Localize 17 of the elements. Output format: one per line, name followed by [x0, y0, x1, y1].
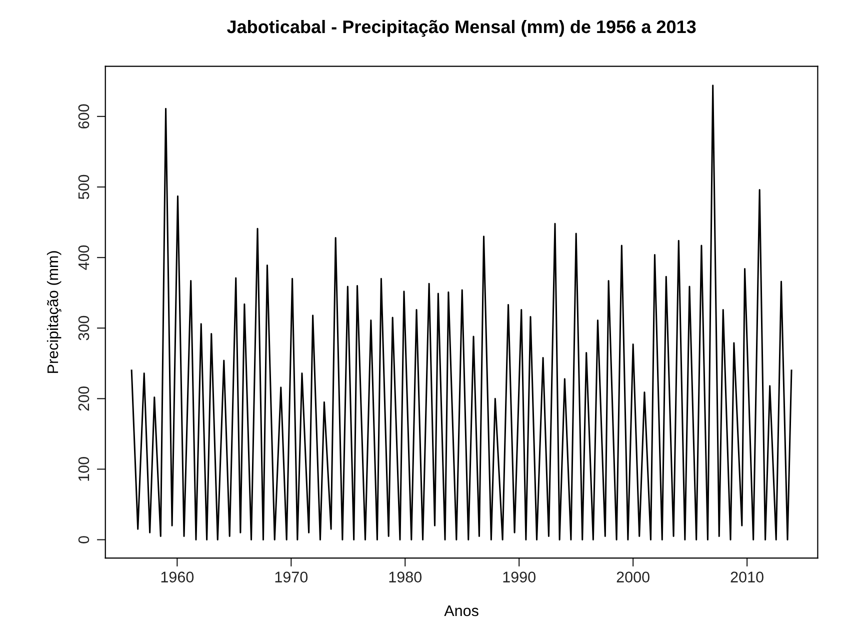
- line-series: [130, 84, 792, 540]
- y-tick-label: 200: [78, 386, 90, 411]
- x-tick-label: 1980: [389, 572, 422, 582]
- y-axis-title: Precipitação (mm): [46, 251, 62, 373]
- x-axis-title: Anos: [444, 606, 478, 616]
- y-tick-label: 400: [78, 245, 90, 270]
- chart-title: Jaboticabal - Precipitação Mensal (mm) de 1956 a 2013: [227, 20, 696, 37]
- y-tick-label: 600: [78, 104, 90, 128]
- y-tick-label: 100: [78, 457, 90, 481]
- x-tick-label: 2000: [616, 572, 650, 582]
- y-tick-label: 0: [78, 536, 90, 544]
- x-tick-label: 1970: [275, 572, 308, 582]
- y-tick-label: 300: [78, 316, 90, 340]
- x-tick-label: 2010: [730, 572, 764, 582]
- y-tick-label: 500: [78, 174, 90, 200]
- x-tick-label: 1960: [161, 572, 194, 582]
- x-tick-label: 1990: [503, 572, 536, 582]
